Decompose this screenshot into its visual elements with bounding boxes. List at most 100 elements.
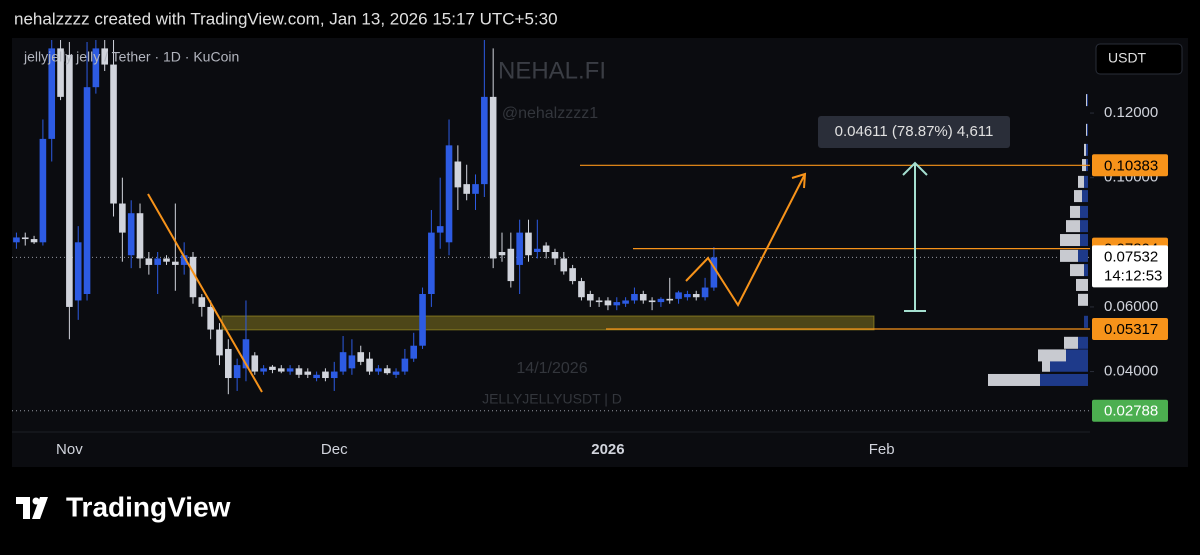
candle-body (30, 239, 38, 243)
low-price-label: 0.02788 (1104, 403, 1158, 420)
level-label: 0.05317 (1104, 321, 1158, 338)
candle-body (154, 258, 161, 265)
candle-body (692, 294, 700, 298)
candle-body (410, 345, 418, 359)
profile-down (988, 373, 1040, 386)
profile-down (1074, 190, 1082, 203)
currency-button[interactable] (1095, 43, 1183, 75)
candle-body (260, 368, 267, 372)
x-tick-label: 2026 (591, 441, 624, 458)
candle-body (83, 87, 91, 295)
candle-body (534, 248, 541, 252)
candle-body (586, 294, 594, 301)
candle-body (216, 329, 223, 356)
profile-up (1078, 336, 1088, 349)
candle-body (277, 368, 285, 372)
candle-body (622, 300, 629, 304)
candle-body (428, 232, 435, 295)
currency-label: USDT (1108, 50, 1147, 66)
profile-down (1070, 205, 1080, 218)
candle-body (631, 294, 638, 301)
candle-body (339, 352, 347, 372)
candle-body (569, 268, 576, 282)
profile-down (1066, 220, 1080, 233)
profile-up (1084, 315, 1088, 328)
candle-body (304, 371, 312, 375)
watermark: 14/1/2026 (516, 360, 587, 377)
candle-body (551, 251, 559, 259)
profile-down (1086, 94, 1087, 107)
profile-up (1066, 349, 1088, 362)
candle-body (101, 48, 109, 65)
profile-down (1060, 249, 1078, 262)
candle-body (613, 302, 621, 306)
profile-up (1082, 190, 1088, 203)
level-label: 0.10383 (1104, 157, 1158, 174)
countdown: 14:12:53 (1104, 267, 1162, 284)
symbol-legend: jellyjelly jelly / Tether · 1D · KuCoin (23, 49, 239, 65)
candle-body (701, 287, 709, 298)
watermark: NEHAL.FI (498, 57, 606, 84)
measure-arrow (902, 161, 928, 312)
candle-body (21, 237, 29, 240)
x-tick-label: Feb (869, 441, 895, 458)
low-price-tag (1092, 399, 1168, 422)
profile-down (1086, 123, 1087, 136)
logo: TradingView (16, 491, 231, 522)
candle-body (419, 294, 426, 346)
y-tick-label: 0.06000 (1104, 298, 1158, 315)
profile-up (1086, 143, 1088, 156)
candle-body (13, 237, 20, 243)
level-tag (1092, 318, 1168, 341)
candle-body (225, 348, 232, 379)
candle-body (578, 281, 585, 298)
candle-body (560, 258, 568, 272)
candle-body (145, 258, 153, 265)
candle-body (445, 145, 453, 243)
x-tick-label: Dec (321, 441, 348, 458)
profile-up (1078, 249, 1088, 262)
candle-body (710, 257, 718, 288)
profile-up (1084, 175, 1088, 188)
candle-body (489, 96, 497, 259)
candle-body (136, 213, 144, 259)
profile-up (1087, 94, 1088, 107)
candle-body (595, 300, 603, 303)
watermarks: NEHAL.FI @nehalzzzz1 14/1/2026 JELLYJELL… (482, 57, 622, 406)
candle-body (242, 339, 250, 369)
candle-body (127, 213, 135, 256)
candle-body (286, 368, 294, 372)
profile-up (1040, 373, 1088, 386)
candle-body (507, 248, 515, 282)
candle-body (198, 297, 206, 307)
profile-down (1076, 278, 1088, 291)
candle-body (463, 184, 470, 194)
profile-up (1080, 205, 1088, 218)
candle-body (295, 368, 303, 375)
chart-pane (12, 38, 1188, 467)
last-price-label: 0.07532 (1104, 248, 1158, 265)
candle-body (313, 374, 320, 379)
candle-body (383, 368, 391, 374)
candle-body (110, 64, 117, 204)
candle-body (375, 368, 382, 372)
header: nehalzzzz created with TradingView.com, … (14, 9, 558, 28)
candle-body (498, 251, 506, 256)
forecast-path (685, 172, 807, 308)
measure-box (818, 116, 1010, 148)
candle-body (639, 294, 647, 301)
logo-mark (16, 497, 48, 519)
candle-body (436, 226, 444, 233)
watermark: @nehalzzzz1 (502, 105, 598, 122)
profile-down (1042, 359, 1050, 372)
candle-body (163, 258, 170, 262)
candle-body (233, 365, 241, 379)
candle-body (39, 138, 47, 243)
candle-body (648, 300, 656, 303)
candle-body (189, 256, 197, 298)
profile-up (1087, 123, 1088, 136)
x-tick-label: Nov (56, 441, 83, 458)
